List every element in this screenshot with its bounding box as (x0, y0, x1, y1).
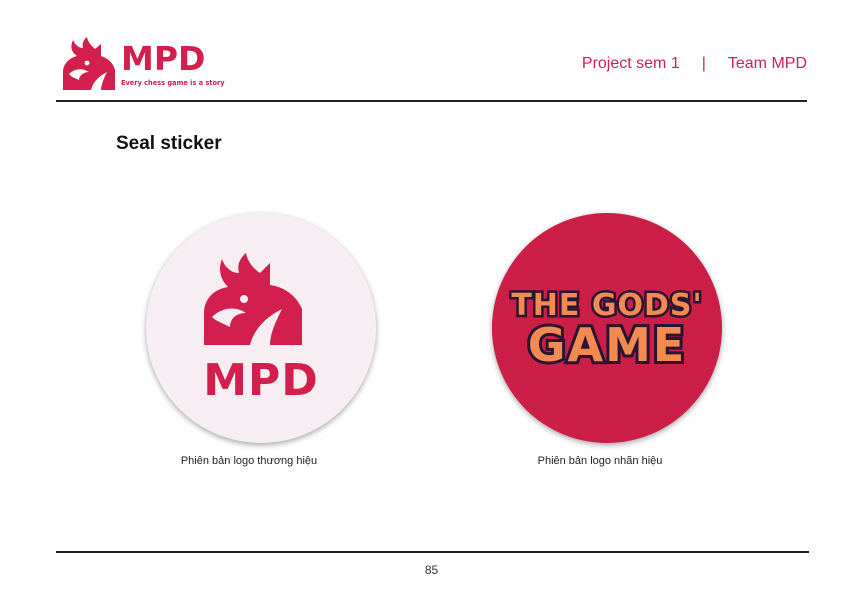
section-title: Seal sticker (116, 133, 222, 154)
page-number: 85 (424, 563, 439, 577)
header-separator: | (701, 55, 706, 72)
product-logo-seal: THE GODS' GAME (492, 213, 722, 443)
header-rule (56, 100, 807, 102)
header-meta: Project sem 1 | Team MPD (582, 56, 807, 72)
game-logo-line1: THE GODS' (511, 288, 702, 323)
brand-tagline: Every chess game is a story (121, 79, 225, 87)
seal-brand-name: MPD (203, 355, 319, 406)
team-label: Team MPD (727, 55, 807, 72)
brand-name: MPD (121, 39, 206, 78)
game-logo-line2: GAME (528, 318, 687, 372)
brand-logo-seal: MPD (146, 213, 376, 443)
project-label: Project sem 1 (581, 55, 680, 72)
game-logo: THE GODS' GAME (509, 286, 704, 376)
product-seal-caption: Phiên bản logo nhãn hiệu (537, 455, 663, 467)
dragon-chess-knight-icon (63, 37, 115, 90)
brand-logo: MPD Every chess game is a story (57, 36, 225, 92)
brand-seal-caption: Phiên bản logo thương hiệu (180, 455, 318, 467)
footer-rule (56, 551, 809, 553)
dragon-chess-knight-icon (204, 253, 302, 345)
